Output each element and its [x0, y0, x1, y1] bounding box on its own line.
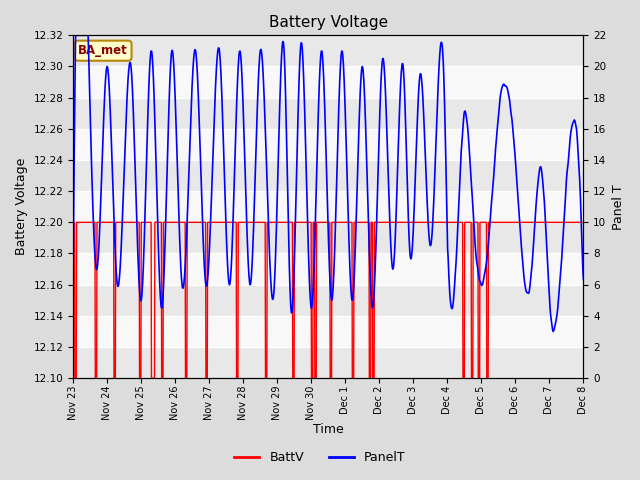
Legend: BattV, PanelT: BattV, PanelT [229, 446, 411, 469]
Y-axis label: Panel T: Panel T [612, 184, 625, 229]
Y-axis label: Battery Voltage: Battery Voltage [15, 158, 28, 255]
Text: BA_met: BA_met [78, 44, 128, 57]
Bar [73, 67, 584, 97]
Bar [73, 191, 584, 222]
Bar [73, 347, 584, 378]
Bar [73, 316, 584, 347]
X-axis label: Time: Time [313, 423, 344, 436]
Title: Battery Voltage: Battery Voltage [269, 15, 388, 30]
Bar [73, 253, 584, 285]
Bar [73, 129, 584, 160]
Bar [73, 160, 584, 191]
Bar [73, 36, 584, 67]
Bar [73, 97, 584, 129]
Bar [73, 285, 584, 316]
Bar [73, 222, 584, 253]
